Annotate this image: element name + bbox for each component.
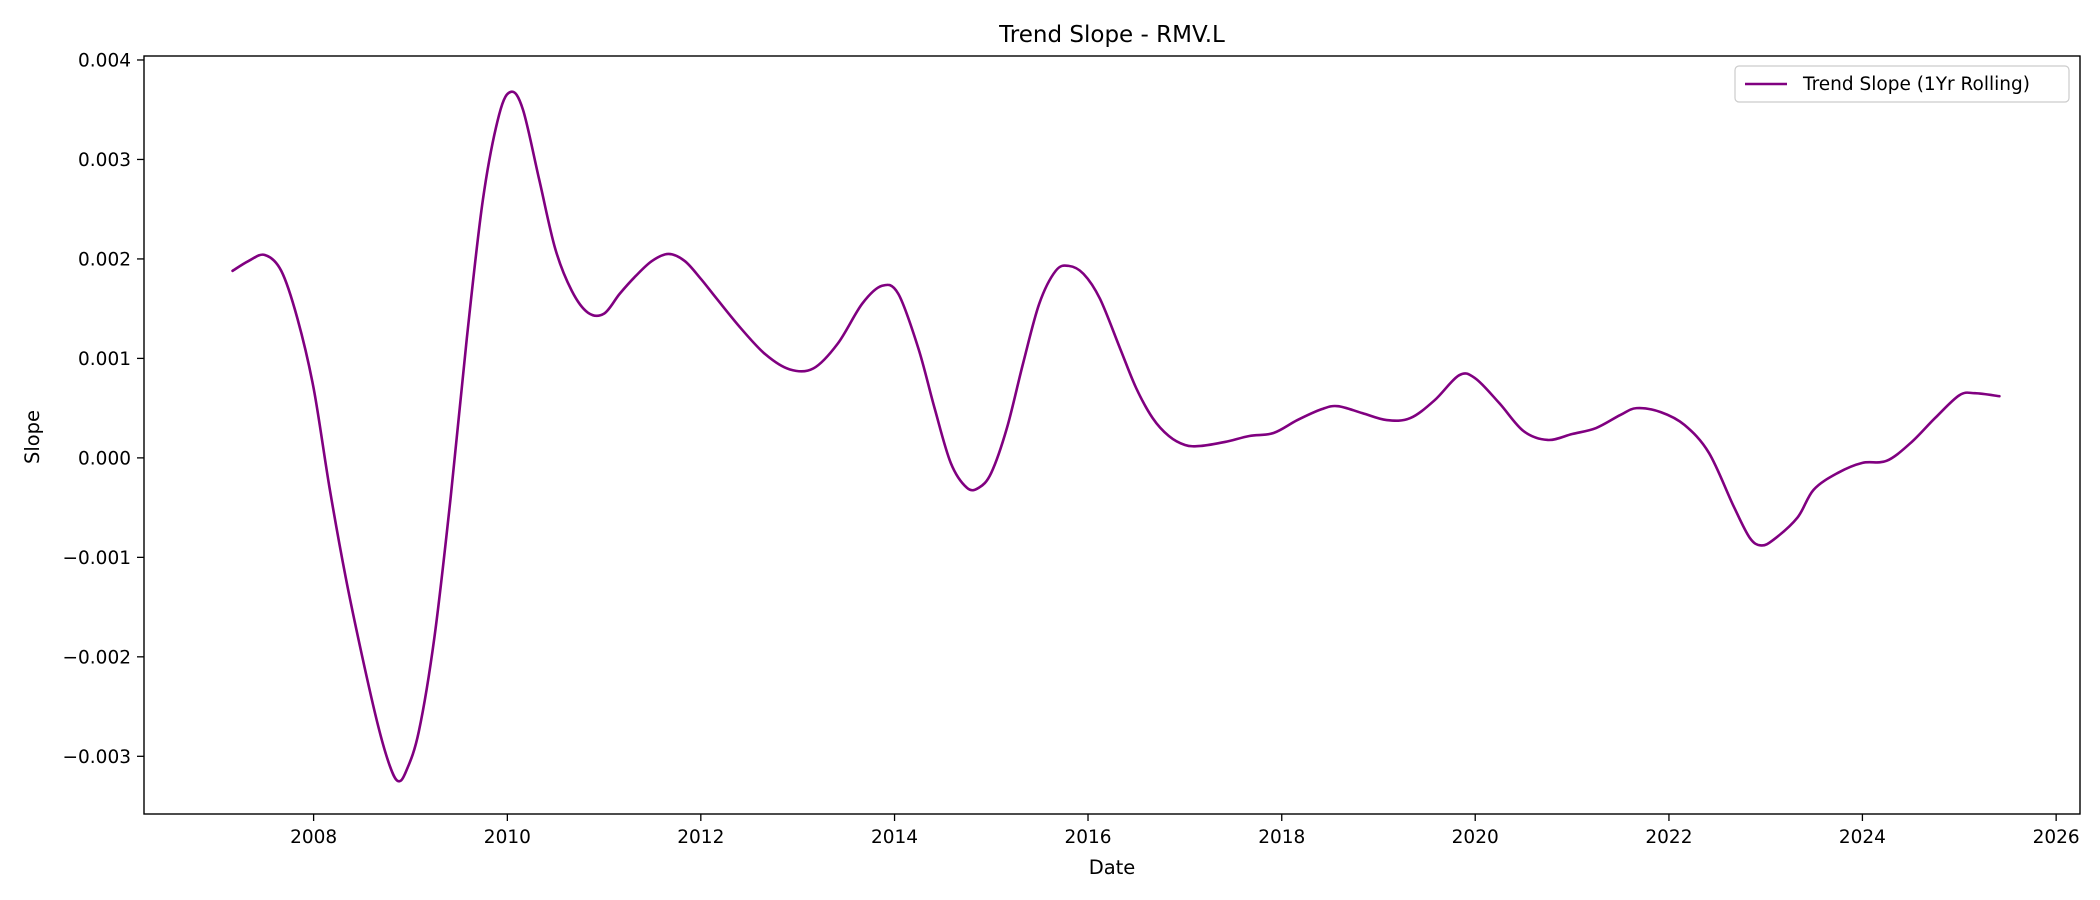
y-axis: 0.004 0.003 0.002 0.001 0.000 −0.001 −0.002 −0.…: [63, 50, 144, 768]
y-tick-label: 0.001: [78, 349, 131, 370]
x-tick-label: 2024: [1839, 827, 1886, 848]
y-tick-label: 0.002: [78, 249, 131, 270]
plot-area: 0.004 0.003 0.002 0.001 0.000 −0.001 −0.002 −0.…: [63, 50, 2081, 848]
x-axis-label: Date: [1089, 856, 1136, 879]
x-tick-label: 2018: [1258, 827, 1305, 848]
y-tick-label: −0.002: [63, 647, 131, 668]
x-tick-label: 2016: [1064, 827, 1111, 848]
y-axis-label: Slope: [21, 410, 44, 464]
chart-title: Trend Slope - RMV.L: [998, 22, 1225, 48]
trend-slope-line: [231, 90, 2001, 783]
x-tick-label: 2014: [871, 827, 918, 848]
y-tick-label: 0.003: [78, 150, 131, 171]
x-axis: 2008 2010 2012 2014 2016 2018 2020 2022 2024 2026: [290, 814, 2080, 848]
plot-frame: [143, 55, 2081, 815]
x-tick-label: 2010: [484, 827, 531, 848]
x-tick-label: 2022: [1645, 827, 1692, 848]
x-tick-label: 2008: [290, 827, 337, 848]
legend-label: Trend Slope (1Yr Rolling): [1802, 74, 2030, 95]
y-tick-label: 0.000: [78, 448, 131, 469]
y-tick-label: 0.004: [78, 50, 131, 71]
y-tick-label: −0.003: [63, 747, 131, 768]
y-tick-label: −0.001: [63, 548, 131, 569]
legend: Trend Slope (1Yr Rolling): [1734, 65, 2070, 103]
x-tick-label: 2026: [2033, 827, 2080, 848]
x-tick-label: 2012: [677, 827, 724, 848]
x-tick-label: 2020: [1452, 827, 1499, 848]
legend-box: [1734, 65, 2070, 103]
